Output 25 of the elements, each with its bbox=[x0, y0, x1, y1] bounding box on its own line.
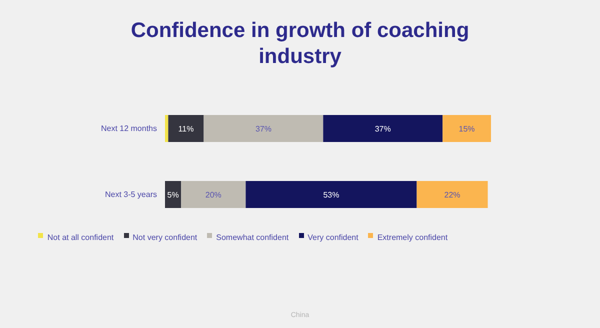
data-label: 22% bbox=[444, 190, 460, 200]
legend-label: Very confident bbox=[308, 233, 358, 242]
legend-label: Extremely confident bbox=[377, 233, 448, 242]
data-label: 37% bbox=[374, 124, 391, 134]
legend-label: Somewhat confident bbox=[216, 233, 289, 242]
bar bbox=[246, 181, 417, 208]
data-label: 15% bbox=[458, 124, 475, 134]
data-label: 53% bbox=[323, 190, 340, 200]
bar bbox=[165, 115, 168, 142]
bar bbox=[204, 115, 324, 142]
bar bbox=[323, 115, 443, 142]
bar bbox=[168, 115, 204, 142]
bar bbox=[442, 115, 491, 142]
y-tick-label: Next 12 months bbox=[100, 124, 157, 133]
legend-label: Not very confident bbox=[132, 233, 198, 242]
data-label: 37% bbox=[255, 124, 272, 134]
chart-title: Confidence in growth of coaching industry bbox=[130, 18, 470, 70]
bar bbox=[416, 181, 488, 208]
bar bbox=[165, 181, 182, 208]
bar bbox=[181, 181, 246, 208]
data-label: 11% bbox=[178, 124, 194, 134]
y-tick-label: Next 3-5 years bbox=[104, 190, 157, 199]
data-label: 20% bbox=[205, 190, 222, 200]
data-label: 5% bbox=[167, 190, 179, 200]
legend-label: Not at all confident bbox=[47, 233, 114, 242]
